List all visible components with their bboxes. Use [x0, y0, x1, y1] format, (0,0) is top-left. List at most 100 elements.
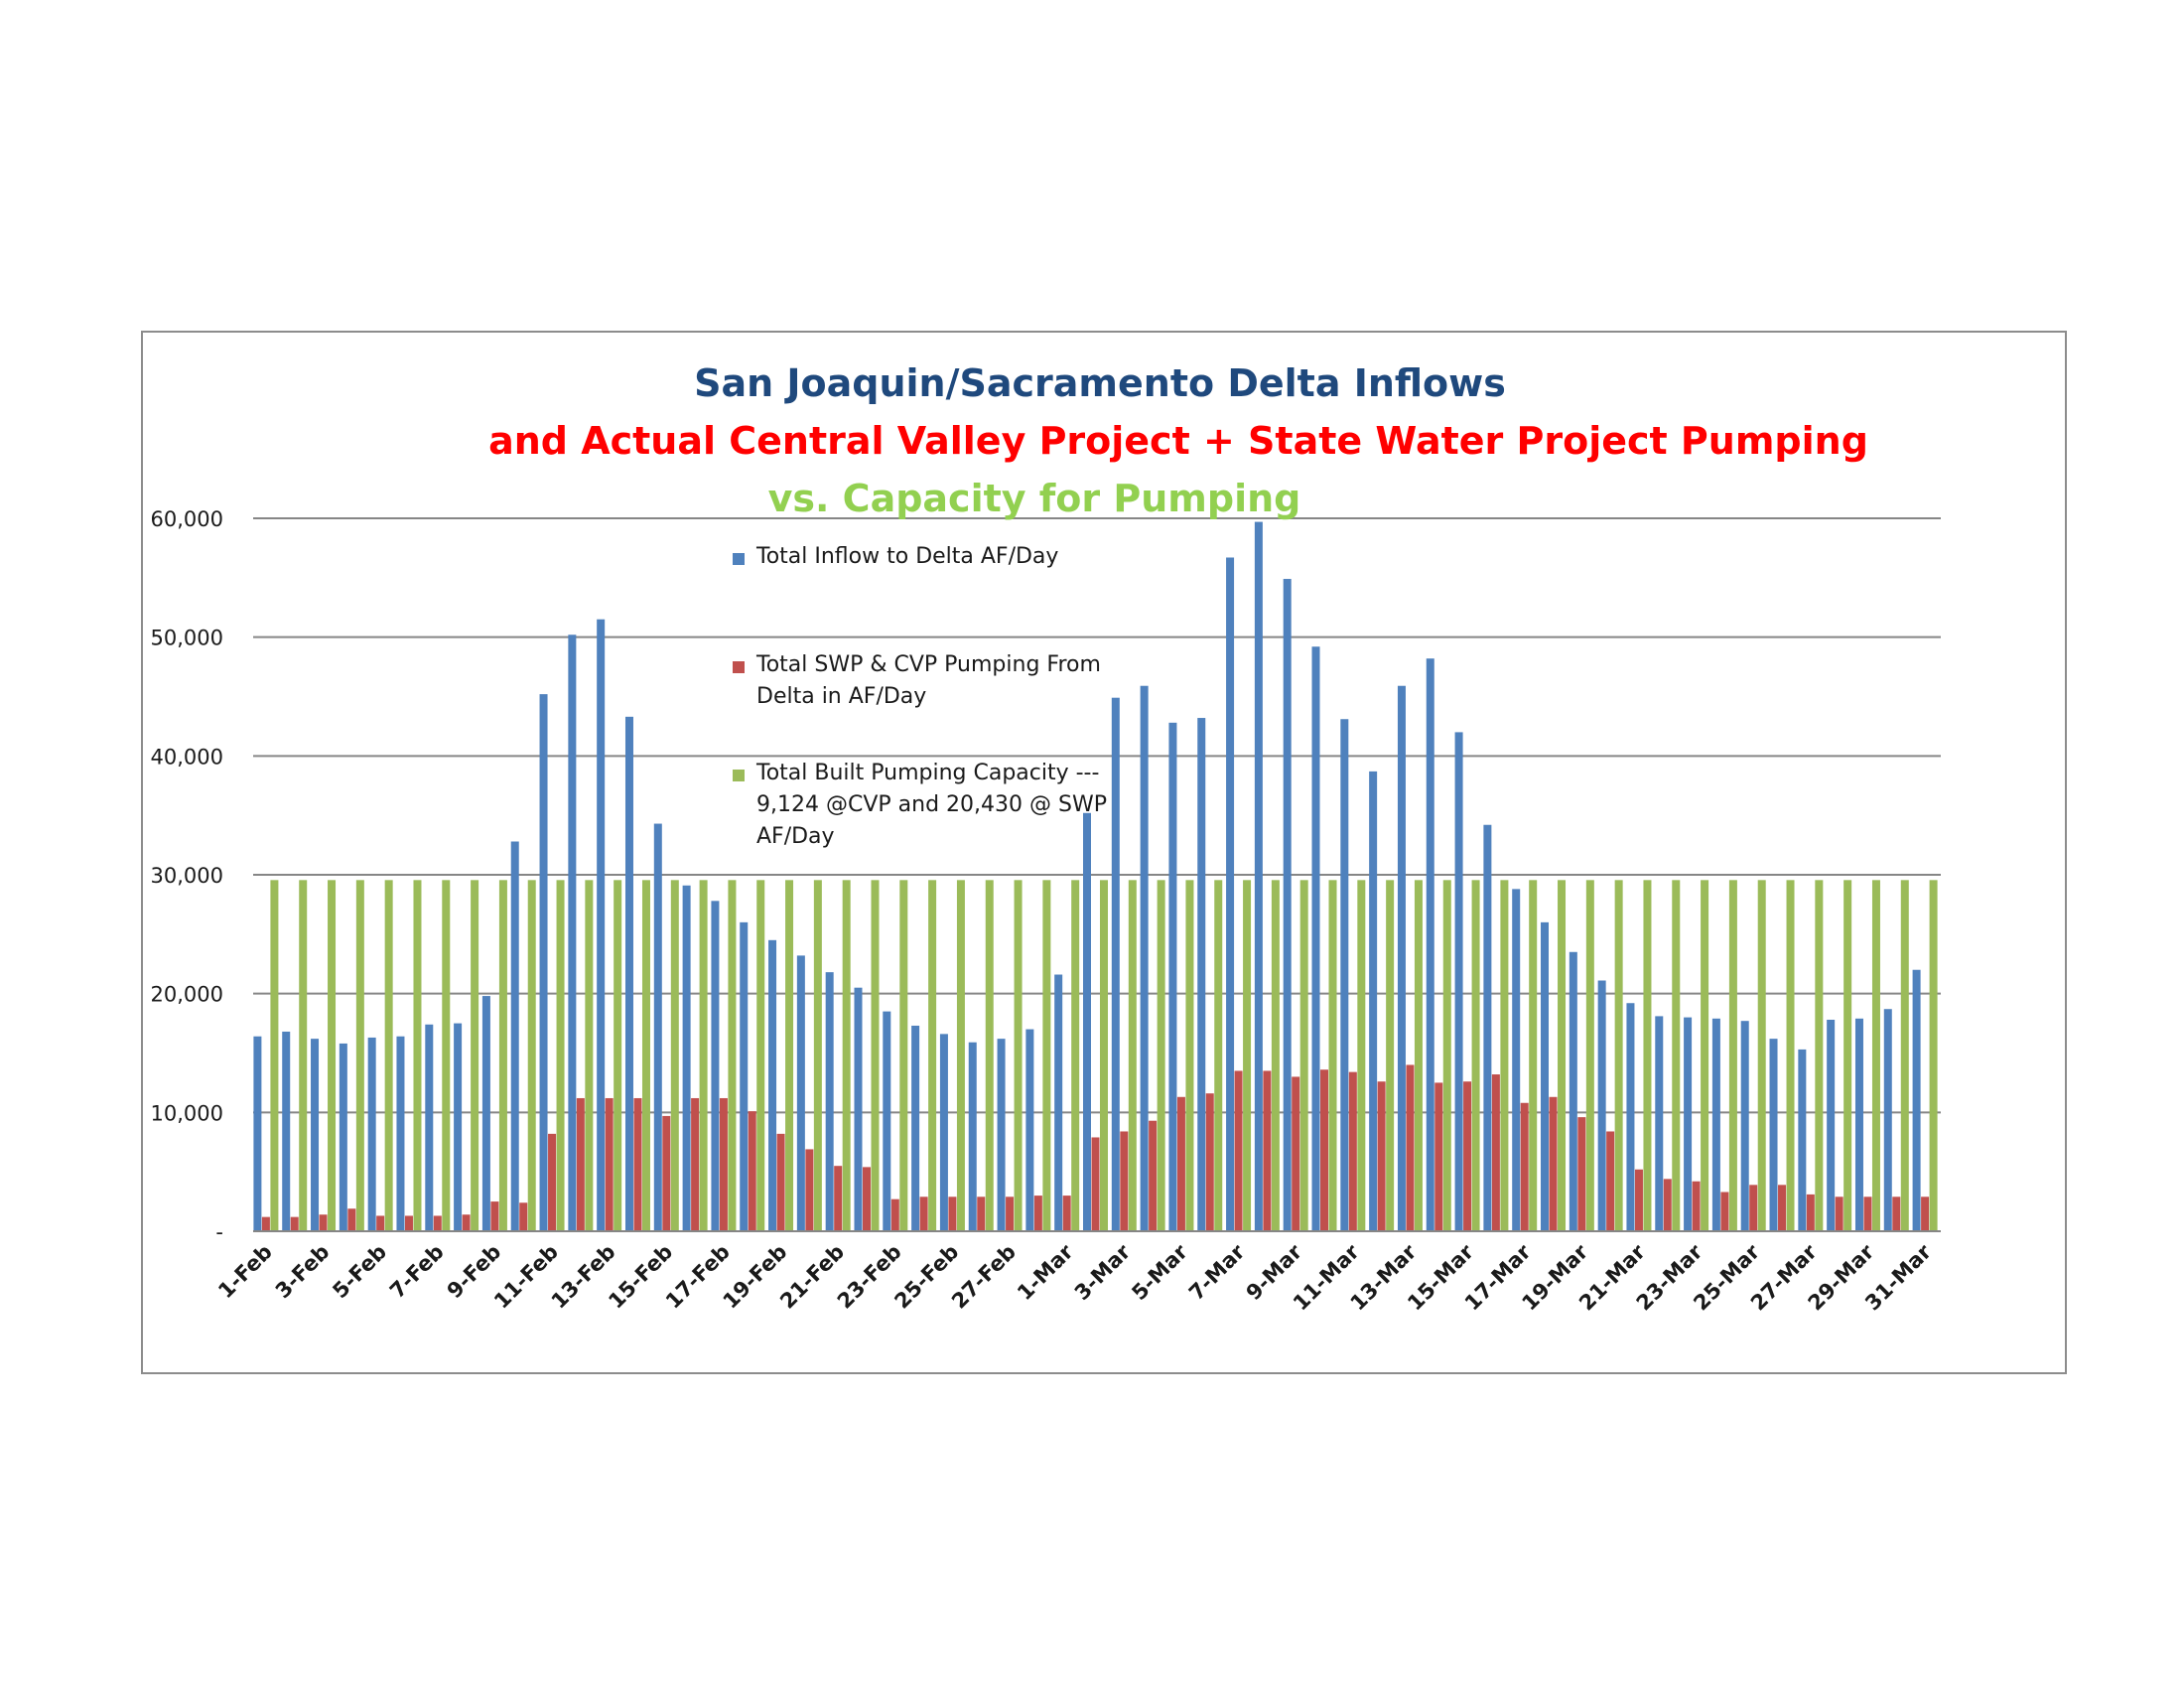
chart-title: San Joaquin/Sacramento Delta Inflows — [694, 361, 1506, 405]
legend-entry-inflow: Total Inflow to Delta AF/Day — [733, 541, 1154, 573]
bar-inflow — [1655, 1016, 1664, 1231]
bar-capacity — [699, 880, 708, 1231]
bar-inflow — [1140, 685, 1149, 1231]
x-tick-label: 1-Feb — [213, 1240, 277, 1304]
bar-inflow — [1854, 1018, 1863, 1231]
bar-pumping — [719, 1097, 728, 1231]
x-tick-label: 1-Mar — [1013, 1239, 1078, 1305]
bar-pumping — [1577, 1117, 1586, 1231]
bar-pumping — [1091, 1137, 1100, 1231]
bar-inflow — [539, 694, 548, 1231]
bar-inflow — [1798, 1049, 1807, 1231]
bar-capacity — [1328, 880, 1337, 1231]
bar-pumping — [805, 1149, 814, 1231]
bar-inflow — [682, 885, 691, 1231]
bar-pumping — [862, 1167, 871, 1231]
bar-capacity — [1185, 880, 1194, 1231]
bar-pumping — [290, 1216, 299, 1231]
bar-inflow — [1254, 521, 1263, 1231]
bar-pumping — [1176, 1096, 1185, 1231]
bar-pumping — [1292, 1076, 1300, 1231]
bar-inflow — [1626, 1003, 1635, 1231]
bar-pumping — [1692, 1181, 1701, 1231]
bar-capacity — [1243, 880, 1252, 1231]
bar-inflow — [854, 987, 863, 1231]
bar-pumping — [261, 1216, 270, 1231]
bar-capacity — [527, 880, 536, 1231]
bar-capacity — [270, 880, 279, 1231]
bar-capacity — [1471, 880, 1480, 1231]
bar-pumping — [1778, 1185, 1787, 1231]
bar-pumping — [433, 1215, 442, 1231]
chart-subtitle-capacity: vs. Capacity for Pumping — [767, 477, 1301, 520]
bar-pumping — [1377, 1081, 1386, 1231]
bar-inflow — [1541, 921, 1550, 1231]
bar-capacity — [928, 880, 937, 1231]
x-tick-label: 3-Feb — [271, 1240, 335, 1304]
bar-pumping — [1720, 1192, 1729, 1231]
bar-pumping — [919, 1196, 928, 1231]
bar-capacity — [1728, 880, 1737, 1231]
bar-inflow — [911, 1025, 920, 1231]
bar-capacity — [471, 880, 479, 1231]
bar-capacity — [899, 880, 908, 1231]
bar-pumping — [1863, 1196, 1872, 1231]
bar-pumping — [490, 1201, 499, 1231]
bar-pumping — [1606, 1131, 1615, 1231]
bar-inflow — [253, 1036, 262, 1231]
bar-capacity — [1614, 880, 1623, 1231]
bar-pumping — [1033, 1196, 1042, 1231]
bar-pumping — [1348, 1071, 1357, 1231]
bar-capacity — [556, 880, 565, 1231]
bar-capacity — [1271, 880, 1280, 1231]
legend-swatch-pumping — [733, 661, 745, 673]
bar-inflow — [624, 716, 633, 1231]
bar-inflow — [1025, 1029, 1034, 1231]
y-tick-label: 40,000 — [151, 745, 223, 769]
bar-inflow — [740, 921, 749, 1231]
bar-inflow — [1684, 1017, 1693, 1231]
bar-inflow — [825, 972, 834, 1231]
bar-inflow — [1340, 719, 1349, 1231]
bar-capacity — [1442, 880, 1451, 1231]
bar-capacity — [413, 880, 422, 1231]
bar-capacity — [1786, 880, 1795, 1231]
bar-capacity — [1585, 880, 1594, 1231]
bar-inflow — [1054, 974, 1063, 1231]
bar-pumping — [948, 1196, 957, 1231]
bar-inflow — [1168, 722, 1177, 1231]
bar-capacity — [498, 880, 507, 1231]
bar-pumping — [347, 1208, 356, 1231]
bar-pumping — [834, 1166, 843, 1231]
bar-capacity — [1701, 880, 1709, 1231]
bar-capacity — [1871, 880, 1880, 1231]
bar-pumping — [1663, 1179, 1672, 1231]
bar-inflow — [568, 634, 577, 1231]
bar-pumping — [1749, 1185, 1758, 1231]
bar-capacity — [1414, 880, 1423, 1231]
bar-pumping — [1892, 1196, 1901, 1231]
bar-pumping — [1806, 1194, 1815, 1231]
bar-capacity — [1558, 880, 1567, 1231]
bar-pumping — [1921, 1196, 1930, 1231]
bar-pumping — [548, 1133, 557, 1231]
bar-pumping — [776, 1133, 785, 1231]
bar-inflow — [396, 1036, 405, 1231]
bar-capacity — [785, 880, 794, 1231]
bar-pumping — [319, 1214, 328, 1231]
bar-pumping — [1463, 1081, 1472, 1231]
y-tick-label: 20,000 — [151, 983, 223, 1007]
bar-pumping — [1062, 1196, 1071, 1231]
bar-pumping — [462, 1214, 471, 1231]
bar-pumping — [519, 1202, 528, 1231]
bar-inflow — [653, 823, 662, 1231]
bar-capacity — [1815, 880, 1824, 1231]
legend-swatch-inflow — [733, 553, 745, 565]
bar-pumping — [748, 1111, 756, 1231]
bar-capacity — [1128, 880, 1137, 1231]
bar-capacity — [1757, 880, 1766, 1231]
bar-inflow — [883, 1011, 891, 1231]
bar-pumping — [1120, 1131, 1129, 1231]
y-tick-label: 60,000 — [151, 507, 223, 531]
